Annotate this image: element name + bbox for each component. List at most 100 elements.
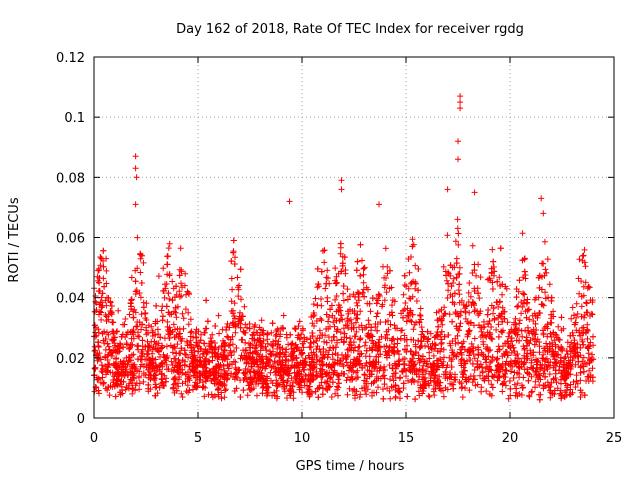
roti-point (536, 396, 543, 403)
roti-point (221, 347, 228, 354)
roti-point (515, 302, 522, 309)
roti-point (377, 319, 384, 326)
roti-point (358, 322, 365, 329)
roti-point (449, 318, 456, 325)
roti-point (263, 392, 270, 399)
roti-point (338, 177, 345, 184)
roti-point (378, 333, 385, 340)
roti-point (306, 377, 313, 384)
roti-point (189, 360, 196, 366)
roti-point (452, 376, 459, 383)
roti-point (440, 313, 447, 319)
roti-point (272, 333, 279, 339)
roti-point (519, 333, 526, 340)
roti-point (580, 368, 587, 375)
roti-point (576, 256, 583, 263)
roti-point (337, 240, 344, 247)
roti-point (536, 382, 543, 388)
roti-point (138, 311, 145, 318)
roti-point (148, 359, 155, 366)
roti-point (550, 390, 556, 397)
roti-point (238, 352, 245, 359)
roti-point (182, 378, 189, 385)
roti-point (447, 370, 454, 376)
roti-point (212, 369, 219, 376)
roti-point (228, 298, 235, 305)
roti-point (583, 309, 590, 316)
roti-point (244, 324, 250, 331)
roti-point (469, 242, 476, 249)
roti-point (403, 336, 410, 343)
roti-point (298, 331, 305, 338)
roti-point (466, 352, 472, 359)
roti-point (152, 356, 159, 363)
roti-point (353, 267, 360, 274)
roti-point (328, 394, 335, 400)
roti-point (576, 290, 583, 297)
roti-point (256, 332, 263, 339)
roti-point (147, 386, 154, 393)
roti-point (569, 304, 576, 311)
roti-point (230, 319, 237, 326)
roti-point (299, 340, 306, 347)
roti-point (333, 273, 340, 280)
roti-point (247, 379, 254, 386)
roti-point (575, 353, 582, 360)
roti-point (292, 341, 299, 348)
roti-point (495, 321, 502, 328)
roti-point (152, 362, 159, 369)
roti-point (190, 363, 197, 369)
roti-point (578, 303, 585, 310)
roti-point (295, 361, 302, 368)
roti-point (287, 331, 294, 338)
roti-point (242, 347, 249, 354)
roti-point (126, 311, 133, 318)
roti-point (537, 391, 544, 398)
roti-point (455, 230, 462, 237)
x-tick-label: 15 (398, 431, 415, 446)
roti-point (345, 308, 351, 315)
roti-point (333, 317, 340, 324)
roti-point (524, 369, 531, 376)
roti-point (430, 386, 437, 393)
roti-point (174, 341, 181, 348)
roti-point (206, 359, 213, 366)
roti-point (515, 355, 522, 362)
roti-point (423, 368, 430, 375)
roti-point (229, 286, 236, 293)
roti-point (324, 275, 331, 282)
roti-point (269, 392, 276, 399)
roti-point (140, 304, 147, 311)
roti-point (340, 325, 347, 332)
roti-point (391, 298, 398, 305)
roti-point (455, 138, 461, 145)
roti-point (384, 385, 391, 392)
roti-point (455, 241, 462, 248)
roti-point (400, 380, 407, 387)
roti-point (502, 283, 509, 290)
roti-point (293, 376, 300, 383)
roti-point (580, 363, 587, 370)
roti-point (314, 356, 321, 363)
roti-point (383, 352, 390, 359)
roti-point (255, 374, 262, 381)
roti-point (161, 294, 168, 301)
roti-point (473, 272, 480, 279)
roti-point (290, 395, 297, 402)
roti-point (373, 353, 380, 360)
roti-point (511, 369, 518, 376)
roti-point (541, 345, 548, 352)
roti-point (584, 344, 591, 351)
chart-title: Day 162 of 2018, Rate Of TEC Index for r… (176, 22, 524, 37)
roti-point (258, 317, 265, 324)
roti-point (201, 329, 208, 336)
roti-point (374, 327, 381, 334)
roti-point (319, 362, 325, 369)
roti-point (96, 311, 102, 318)
roti-point (323, 369, 330, 376)
roti-point (454, 225, 461, 232)
roti-point (526, 392, 532, 399)
roti-point (149, 365, 156, 372)
roti-point (212, 323, 219, 329)
roti-point (335, 372, 342, 379)
